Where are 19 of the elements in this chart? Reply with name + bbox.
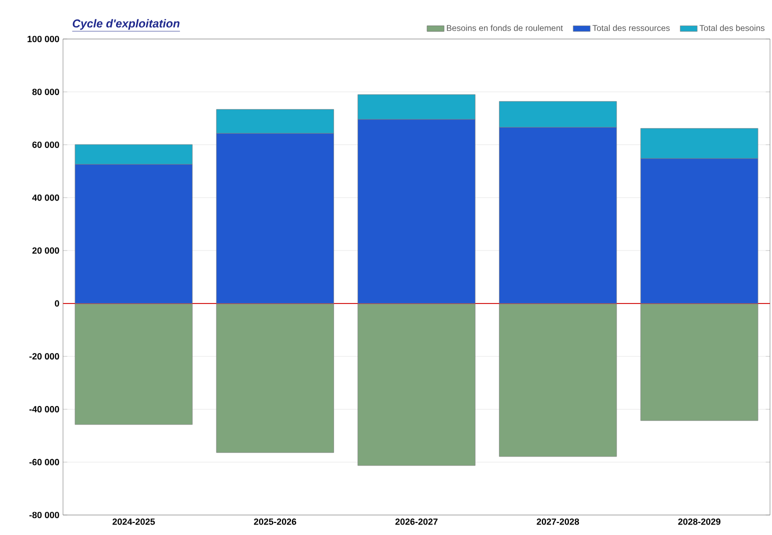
y-tick-label: -20 000: [29, 353, 60, 360]
legend-label: Besoins en fonds de roulement: [446, 24, 563, 32]
y-tick-label: 60 000: [32, 142, 60, 148]
y-tick-label: -60 000: [29, 458, 60, 466]
y-tick-label: 100 000: [28, 36, 60, 42]
legend-label: Total des ressources: [592, 24, 670, 32]
x-tick-label: 2025-2026: [254, 518, 296, 525]
y-tick-label: 20 000: [32, 247, 60, 254]
y-tick-label: -80 000: [29, 512, 60, 518]
x-tick-label: 2026-2027: [395, 518, 438, 525]
chart-title: Cycle d'exploitation: [72, 19, 180, 30]
x-tick-label: 2024-2025: [112, 518, 155, 525]
x-tick-label: 2028-2029: [678, 518, 720, 525]
y-tick-label: 80 000: [32, 88, 60, 96]
y-tick-label: -40 000: [29, 406, 60, 412]
legend-label: Total des besoins: [700, 24, 764, 32]
y-tick-label: 40 000: [32, 194, 60, 201]
x-tick-label: 2027-2028: [536, 518, 580, 525]
y-tick-label: 0: [54, 300, 60, 307]
